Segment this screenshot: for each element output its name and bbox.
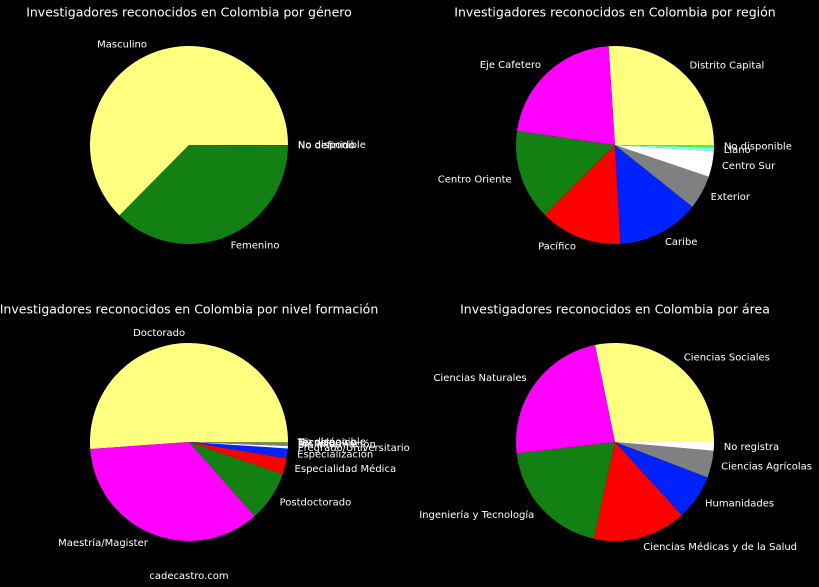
slice-label: Centro Sur	[722, 161, 776, 172]
slice-label: No disponible	[724, 141, 792, 152]
pie-slice	[89, 343, 288, 449]
chart-title: Investigadores reconocidos en Colombia p…	[26, 5, 352, 20]
slice-label: Técnico	[297, 437, 335, 449]
slice-label: No disponible	[298, 140, 366, 151]
pie-slice	[189, 442, 288, 447]
pie-slice	[615, 145, 709, 207]
chart-title: Investigadores reconocidos en Colombia p…	[454, 5, 775, 20]
pie-slice	[615, 145, 714, 152]
pie-slice	[615, 442, 714, 451]
slice-label: Ciencias Agrícolas	[721, 460, 812, 472]
pie-slice	[515, 345, 615, 454]
pie-slice	[593, 442, 682, 541]
slice-label: Postdoctorado	[280, 497, 352, 508]
slice-label: No registra	[724, 442, 779, 453]
slice-label: Pacífico	[538, 241, 576, 253]
slice-label: No definido	[298, 141, 355, 152]
pie-slice	[189, 442, 288, 449]
slice-label: Especialización	[297, 449, 373, 461]
pie-slice	[516, 442, 615, 539]
slice-label: Llano	[724, 145, 751, 156]
pie-slice	[615, 442, 708, 516]
pie-slice	[189, 442, 283, 517]
chart-title: Investigadores reconocidos en Colombia p…	[0, 302, 378, 317]
slice-label: Pregrado/Universitario	[298, 443, 410, 454]
slice-label: Femenino	[231, 241, 280, 252]
pie-slice	[119, 145, 288, 244]
pie-slice	[615, 145, 714, 177]
slice-label: Distrito Capital	[689, 61, 764, 72]
slice-label: Ciencias Sociales	[684, 353, 770, 364]
pie-slice	[595, 343, 714, 442]
slice-label: Tecnológico	[297, 437, 356, 449]
slice-label: Centro Oriente	[438, 174, 512, 185]
slice-label: Sin información	[298, 439, 376, 451]
pie-slice	[615, 442, 714, 478]
slice-label: Especialidad Médica	[295, 463, 397, 475]
pie-slice	[90, 442, 255, 541]
pie-slice	[189, 442, 288, 443]
slice-label: Masculino	[97, 40, 147, 51]
pie-slice	[189, 145, 288, 146]
slice-label: Humanidades	[705, 498, 774, 509]
slice-label: Eje Cafetero	[480, 60, 541, 71]
slice-label: Caribe	[665, 237, 698, 248]
pie-slice	[189, 442, 288, 443]
pie-slice	[189, 442, 288, 459]
chart-title: Investigadores reconocidos en Colombia p…	[460, 302, 770, 317]
slice-label: Exterior	[711, 192, 751, 203]
slice-label: No disponible	[298, 437, 366, 448]
slice-label: Ciencias Médicas y de la Salud	[643, 541, 797, 553]
pie-slice	[89, 46, 288, 216]
footer: cadecastro.com	[149, 571, 228, 582]
slice-label: Maestría/Magister	[58, 537, 149, 549]
pie-slice	[608, 46, 714, 145]
slice-label: Ingeniería y Tecnología	[419, 509, 534, 521]
pie-slice	[544, 145, 621, 244]
pie-slice	[615, 145, 714, 148]
pie-slice	[516, 46, 615, 145]
pie-slice	[189, 442, 287, 475]
slice-label: Doctorado	[133, 328, 185, 339]
slice-label: Ciencias Naturales	[433, 373, 526, 384]
pie-slice	[516, 131, 615, 215]
pie-slice	[615, 145, 693, 244]
